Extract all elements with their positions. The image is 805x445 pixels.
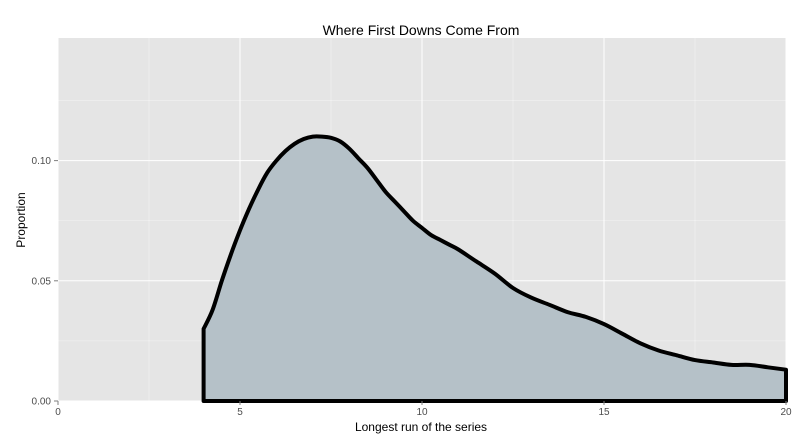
x-axis-ticks: 0 5 10 15 20 bbox=[55, 401, 792, 418]
y-tick-label: 0.05 bbox=[32, 276, 52, 287]
x-tick-label: 15 bbox=[598, 407, 610, 418]
y-tick-label: 0.00 bbox=[32, 397, 52, 408]
y-axis-ticks: 0.00 0.05 0.10 bbox=[32, 156, 58, 408]
x-axis-label: Longest run of the series bbox=[355, 420, 487, 434]
density-area bbox=[203, 136, 787, 401]
x-tick-label: 20 bbox=[780, 407, 792, 418]
y-axis-label: Proportion bbox=[14, 192, 28, 247]
x-tick-label: 5 bbox=[237, 407, 243, 418]
y-tick-label: 0.10 bbox=[32, 156, 52, 167]
x-tick-label: 0 bbox=[55, 407, 61, 418]
density-outline bbox=[201, 134, 788, 403]
x-tick-label: 10 bbox=[416, 407, 428, 418]
chart-title: Where First Downs Come From bbox=[323, 22, 520, 38]
